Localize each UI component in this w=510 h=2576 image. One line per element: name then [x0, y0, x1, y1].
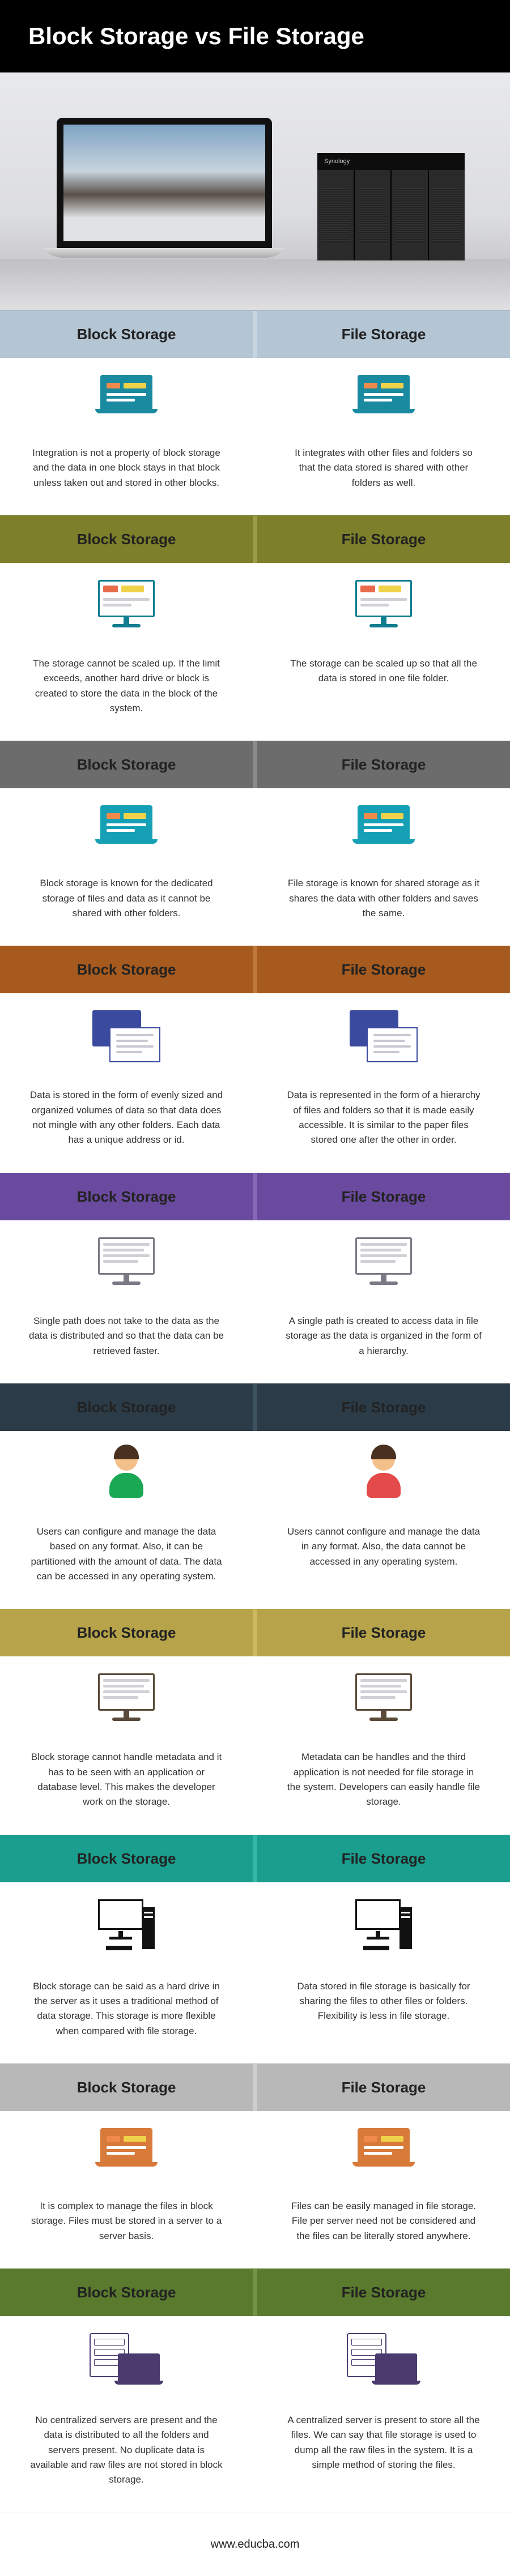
section-icons [0, 1656, 510, 1733]
section-header: Block Storage File Storage [0, 946, 510, 993]
desktop-icon [98, 1899, 155, 1954]
right-text: Data is represented in the form of a hie… [257, 1071, 510, 1172]
right-heading: File Storage [257, 1835, 510, 1882]
right-text: A single path is created to access data … [257, 1297, 510, 1383]
laptop-icon [95, 2128, 158, 2173]
left-text: No centralized servers are present and t… [0, 2396, 257, 2513]
left-text: It is complex to manage the files in blo… [0, 2182, 257, 2269]
right-heading: File Storage [257, 1609, 510, 1656]
section-icons [0, 2111, 510, 2182]
left-text: Block storage cannot handle metadata and… [0, 1733, 257, 1834]
laptop-icon [95, 805, 158, 851]
right-text: It integrates with other files and folde… [257, 429, 510, 515]
server-laptop-icon [347, 2333, 420, 2387]
left-text: Users can configure and manage the data … [0, 1507, 257, 1609]
left-heading: Block Storage [0, 1173, 257, 1220]
monitor-icon [352, 1237, 415, 1288]
section-content: Integration is not a property of block s… [0, 429, 510, 515]
right-heading: File Storage [257, 741, 510, 788]
left-text: The storage cannot be scaled up. If the … [0, 639, 257, 741]
hero-laptop [45, 118, 283, 271]
hero-nas: Synology [317, 153, 465, 260]
section-content: Block storage can be said as a hard driv… [0, 1962, 510, 2064]
left-heading: Block Storage [0, 311, 257, 358]
right-text: The storage can be scaled up so that all… [257, 639, 510, 741]
laptop-icon [95, 375, 158, 420]
section-icons [0, 1882, 510, 1962]
laptop-icon [352, 805, 415, 851]
monitor-icon [352, 1673, 415, 1724]
right-heading: File Storage [257, 311, 510, 358]
section-icons [0, 358, 510, 429]
footer-url: www.educba.com [0, 2513, 510, 2576]
section-header: Block Storage File Storage [0, 1835, 510, 1882]
monitor-icon [95, 580, 158, 631]
overlap-icon [350, 1010, 418, 1062]
left-heading: Block Storage [0, 2269, 257, 2316]
section-icons [0, 563, 510, 639]
section-header: Block Storage File Storage [0, 515, 510, 563]
right-text: Files can be easily managed in file stor… [257, 2182, 510, 2269]
right-heading: File Storage [257, 1173, 510, 1220]
left-text: Integration is not a property of block s… [0, 429, 257, 515]
section-content: Users can configure and manage the data … [0, 1507, 510, 1609]
right-heading: File Storage [257, 1384, 510, 1431]
right-text: File storage is known for shared storage… [257, 859, 510, 946]
right-heading: File Storage [257, 946, 510, 993]
section-header: Block Storage File Storage [0, 1173, 510, 1220]
section-icons [0, 788, 510, 859]
left-heading: Block Storage [0, 1835, 257, 1882]
page-title: Block Storage vs File Storage [28, 23, 482, 50]
monitor-icon [95, 1237, 158, 1288]
section-content: Data is stored in the form of evenly siz… [0, 1071, 510, 1172]
section-content: No centralized servers are present and t… [0, 2396, 510, 2513]
section-header: Block Storage File Storage [0, 1609, 510, 1656]
laptop-icon [352, 2128, 415, 2173]
section-header: Block Storage File Storage [0, 2269, 510, 2316]
section-content: The storage cannot be scaled up. If the … [0, 639, 510, 741]
person-icon [361, 1448, 406, 1499]
right-heading: File Storage [257, 2269, 510, 2316]
title-band: Block Storage vs File Storage [0, 0, 510, 72]
left-text: Block storage can be said as a hard driv… [0, 1962, 257, 2064]
desktop-icon [355, 1899, 412, 1954]
overlap-icon [92, 1010, 160, 1062]
left-text: Single path does not take to the data as… [0, 1297, 257, 1383]
section-header: Block Storage File Storage [0, 310, 510, 358]
hero-image: Synology [0, 72, 510, 310]
section-icons [0, 1431, 510, 1507]
section-icons [0, 993, 510, 1071]
left-heading: Block Storage [0, 2064, 257, 2111]
right-heading: File Storage [257, 2064, 510, 2111]
monitor-icon [352, 580, 415, 631]
left-text: Data is stored in the form of evenly siz… [0, 1071, 257, 1172]
laptop-icon [352, 375, 415, 420]
section-content: Single path does not take to the data as… [0, 1297, 510, 1383]
server-laptop-icon [90, 2333, 163, 2387]
section-header: Block Storage File Storage [0, 2064, 510, 2111]
left-heading: Block Storage [0, 946, 257, 993]
right-text: Data stored in file storage is basically… [257, 1962, 510, 2064]
left-heading: Block Storage [0, 741, 257, 788]
section-icons [0, 2316, 510, 2396]
section-content: Block storage is known for the dedicated… [0, 859, 510, 946]
section-header: Block Storage File Storage [0, 1383, 510, 1431]
right-text: Metadata can be handles and the third ap… [257, 1733, 510, 1834]
section-icons [0, 1220, 510, 1297]
left-heading: Block Storage [0, 1609, 257, 1656]
section-content: Block storage cannot handle metadata and… [0, 1733, 510, 1834]
person-icon [104, 1448, 149, 1499]
right-heading: File Storage [257, 516, 510, 563]
left-heading: Block Storage [0, 516, 257, 563]
left-heading: Block Storage [0, 1384, 257, 1431]
section-content: It is complex to manage the files in blo… [0, 2182, 510, 2269]
left-text: Block storage is known for the dedicated… [0, 859, 257, 946]
monitor-icon [95, 1673, 158, 1724]
right-text: Users cannot configure and manage the da… [257, 1507, 510, 1609]
section-header: Block Storage File Storage [0, 741, 510, 788]
right-text: A centralized server is present to store… [257, 2396, 510, 2513]
